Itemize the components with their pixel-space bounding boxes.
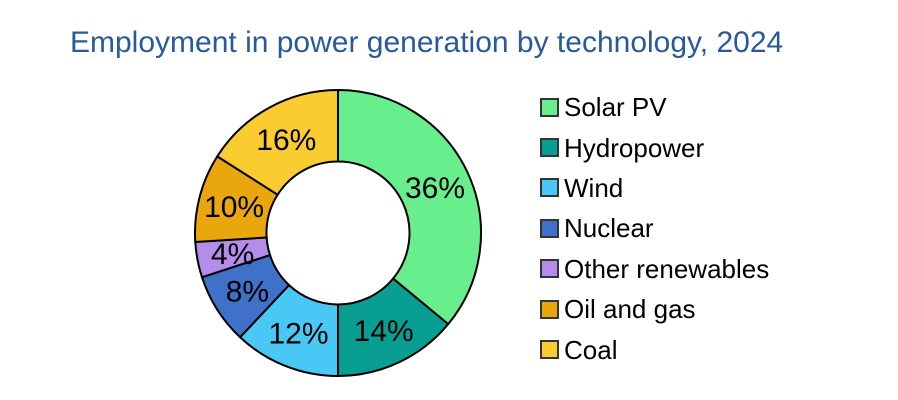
donut-chart: 36% 14% 12% 8% 4% 10% 16%	[193, 88, 482, 378]
legend-swatch-coal	[540, 340, 559, 360]
chart-legend: Solar PV Hydropower Wind Nuclear Other renew…	[540, 87, 769, 370]
legend-swatch-solar-pv	[540, 97, 559, 117]
chart-title: Employment in power generation by techno…	[70, 26, 784, 59]
legend-swatch-wind	[540, 178, 559, 198]
legend-item-other-renewables: Other renewables	[540, 249, 769, 289]
legend-swatch-hydropower	[540, 138, 559, 158]
legend-item-hydropower: Hydropower	[540, 127, 769, 167]
donut-label-other-renewables: 4%	[211, 238, 254, 271]
legend-item-coal: Coal	[540, 329, 769, 369]
donut-label-wind: 12%	[268, 318, 328, 351]
legend-swatch-other-renewables	[540, 259, 559, 279]
legend-label: Wind	[564, 172, 624, 203]
legend-label: Hydropower	[564, 132, 705, 163]
legend-label: Other renewables	[564, 253, 770, 284]
legend-item-wind: Wind	[540, 168, 769, 208]
donut-label-hydropower: 14%	[354, 315, 414, 348]
legend-swatch-oil-and-gas	[540, 299, 559, 319]
donut-label-oil-and-gas: 10%	[204, 191, 264, 224]
legend-label: Solar PV	[564, 92, 667, 123]
legend-label: Nuclear	[564, 213, 654, 244]
donut-label-nuclear: 8%	[226, 275, 269, 308]
donut-segment-coal	[215, 88, 339, 197]
donut-label-coal: 16%	[256, 124, 316, 157]
legend-swatch-nuclear	[540, 218, 559, 238]
legend-label: Coal	[564, 334, 618, 365]
donut-label-solar-pv: 36%	[405, 172, 465, 205]
donut-segment-solar-pv	[337, 88, 482, 326]
legend-label: Oil and gas	[564, 294, 696, 325]
legend-item-oil-and-gas: Oil and gas	[540, 289, 769, 329]
legend-item-solar-pv: Solar PV	[540, 87, 769, 127]
legend-item-nuclear: Nuclear	[540, 208, 769, 248]
